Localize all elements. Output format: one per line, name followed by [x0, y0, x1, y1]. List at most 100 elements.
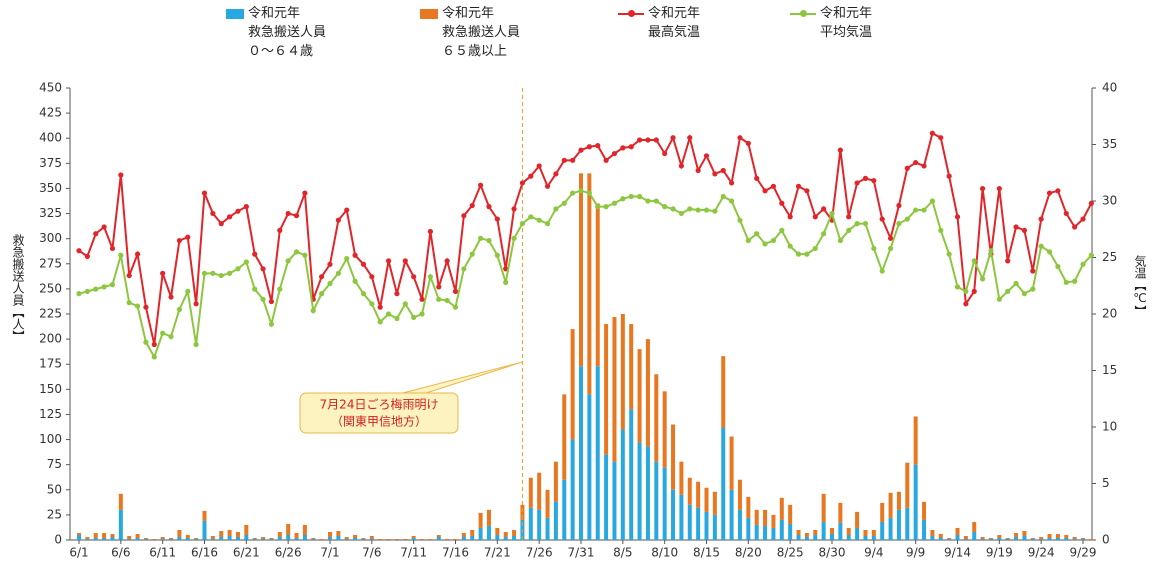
y-tick-label: 450 [39, 81, 62, 95]
bar [135, 533, 140, 538]
line-point [1013, 280, 1019, 287]
line-point [327, 261, 333, 267]
line-point [570, 190, 576, 196]
line-point [511, 206, 517, 212]
line-point [101, 284, 107, 290]
bar [721, 356, 726, 428]
bar [177, 529, 182, 537]
line-point [544, 221, 551, 227]
bar [495, 534, 500, 540]
line-point [779, 227, 785, 233]
line-point [887, 245, 894, 252]
bar [277, 536, 282, 540]
y-tick-label: 0 [54, 533, 62, 547]
bar [336, 530, 341, 536]
bar [261, 538, 266, 540]
line-point [394, 291, 400, 297]
x-tick-label: 8/25 [777, 546, 804, 560]
bar [771, 514, 776, 528]
line-point [243, 259, 249, 265]
bar [1072, 538, 1077, 540]
x-tick-label: 7/11 [400, 546, 427, 560]
bar [896, 509, 901, 540]
line-point [143, 304, 149, 310]
x-tick-label: 8/5 [613, 546, 632, 560]
line-point [980, 276, 986, 282]
bar [930, 529, 935, 536]
x-tick-label: 9/4 [864, 546, 883, 560]
y-tick-label: 375 [39, 156, 62, 170]
line-point [277, 227, 283, 233]
bar [955, 534, 960, 540]
line-point [519, 180, 526, 186]
bar [1014, 536, 1019, 540]
line-point [84, 253, 90, 259]
line-point [411, 314, 417, 320]
bar [997, 537, 1002, 540]
bar [202, 520, 207, 540]
bar [336, 535, 341, 540]
line-point [938, 135, 944, 141]
bar [1014, 532, 1019, 537]
line-point [210, 210, 216, 217]
bar [754, 509, 759, 525]
legend-label: 令和元年 救急搬送人員 ０～６４歳 [248, 6, 327, 59]
bar [461, 532, 466, 537]
bar [1064, 537, 1069, 540]
line-point [670, 135, 676, 141]
line-point [402, 301, 408, 307]
bar [261, 536, 266, 539]
legend-marker [618, 10, 644, 17]
line-point [603, 157, 609, 163]
x-tick-label: 6/6 [111, 546, 130, 560]
bar [629, 409, 634, 540]
line-point [268, 321, 275, 327]
y-tick-label: 400 [39, 131, 62, 145]
line-point [745, 237, 751, 244]
line-point [553, 171, 559, 177]
line-point [319, 291, 325, 297]
bar [905, 462, 910, 508]
bar [779, 497, 784, 520]
line-point [369, 274, 375, 280]
line-point [210, 270, 216, 276]
line-point [1055, 263, 1061, 270]
line-point [687, 135, 693, 141]
line-point [745, 140, 751, 146]
x-tick-label: 8/30 [819, 546, 846, 560]
line-point [670, 206, 676, 212]
y-tick-label: 200 [39, 332, 62, 346]
bar [344, 536, 349, 539]
line-point [444, 258, 450, 264]
bar [545, 517, 550, 540]
line-point [946, 251, 952, 257]
x-tick-label: 6/1 [69, 546, 88, 560]
bar [830, 533, 834, 540]
line-point [134, 303, 141, 309]
bar [922, 519, 927, 540]
line-point [1080, 216, 1086, 222]
bar [302, 524, 307, 535]
x-tick-label: 7/26 [526, 546, 553, 560]
legend-label: 令和元年 最高気温 [648, 6, 701, 40]
y-tick-label: 300 [39, 231, 62, 245]
line-point [452, 288, 459, 294]
bar [528, 507, 533, 540]
line-point [871, 245, 877, 252]
line-point [109, 282, 116, 288]
line-point [151, 354, 157, 360]
bar [595, 366, 600, 540]
line-point [469, 202, 475, 209]
line-point [804, 251, 810, 257]
legend-dot [628, 10, 635, 17]
bar [880, 521, 885, 540]
bar [562, 394, 567, 480]
bar [1081, 537, 1085, 539]
bar [143, 537, 148, 539]
bar [871, 535, 876, 540]
line-point [879, 216, 885, 222]
line-point [327, 280, 333, 287]
line-point [293, 249, 300, 255]
line-point [695, 207, 701, 213]
line-point [971, 288, 977, 294]
